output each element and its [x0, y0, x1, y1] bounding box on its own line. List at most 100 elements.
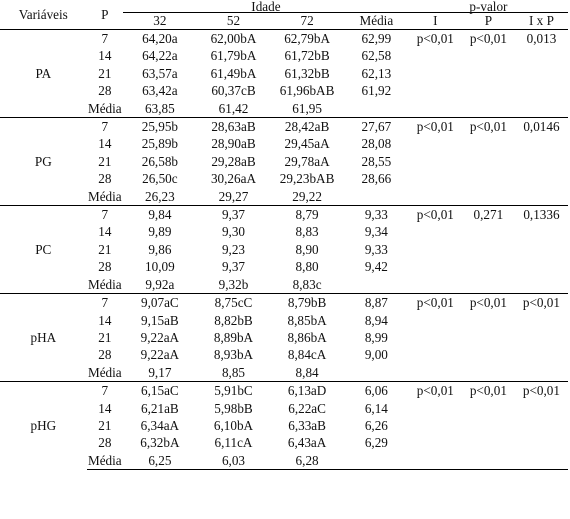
value-cell: 9,23 [221, 241, 246, 257]
mean-cell: 9,00 [364, 347, 388, 363]
value-cell: 8,86bA [287, 329, 327, 345]
table-row: 14 9,89 9,30 8,83 9,34 [0, 223, 568, 240]
mean-cell: 28,55 [361, 153, 392, 169]
header-row-2: 32 52 72 Média I P I x P [0, 12, 568, 30]
pvalue-cell: p<0,01 [514, 293, 568, 312]
value-cell: 62,79bA [284, 31, 330, 46]
value-cell: 6,32bA [140, 435, 180, 451]
period-cell: 28 [98, 171, 112, 187]
mean-cell: 61,92 [361, 83, 392, 99]
value-cell: 9,92a [145, 276, 175, 292]
table-row: Média 6,25 6,03 6,28 [0, 451, 568, 471]
pvalue-cell: 0,271 [461, 205, 515, 224]
pvalue-cell: p<0,01 [514, 381, 568, 400]
pvalue-cell: p<0,01 [408, 205, 462, 224]
value-cell: 63,42a [142, 83, 178, 99]
table-row: Média 9,17 8,85 8,84 [0, 364, 568, 382]
value-cell: 9,07aC [123, 293, 197, 312]
value-cell: 6,15aC [123, 381, 197, 400]
value-cell: 6,21aB [141, 400, 179, 416]
value-cell: 6,25 [123, 451, 197, 471]
period-cell: 28 [98, 83, 112, 99]
value-cell: 26,50c [142, 171, 178, 187]
table-row: 21 9,86 9,23 8,90 9,33 [0, 241, 568, 258]
value-cell: 28,90aB [211, 136, 256, 152]
value-cell: 29,23bAB [279, 171, 335, 187]
mean-cell [344, 100, 409, 118]
period-cell: 14 [98, 400, 112, 416]
value-cell: 61,72bB [284, 48, 330, 64]
mean-cell: 6,29 [364, 435, 388, 451]
mean-cell [344, 276, 409, 294]
period-cell: 7 [101, 31, 109, 46]
value-cell: 63,85 [145, 100, 175, 116]
table-row: pHG 7 6,15aC 5,91bC 6,13aD 6,06 p<0,01 p<0,01 p<… [0, 381, 568, 470]
value-cell: 26,23 [145, 188, 175, 204]
table-header: Variáveis P Idade p-valor 32 52 72 Média… [0, 0, 568, 30]
pvalue-cell: p<0,01 [461, 117, 515, 136]
value-cell: 62,00bA [210, 31, 257, 46]
col-age-52: 52 [196, 12, 271, 30]
value-cell: 9,84 [123, 205, 197, 224]
mean-cell: 62,99 [361, 31, 392, 46]
value-cell: 25,89b [141, 136, 178, 152]
pvalue-cell: p<0,01 [461, 293, 515, 312]
value-cell: 28,63aB [196, 117, 271, 136]
value-cell: 61,42 [218, 100, 249, 116]
mean-cell: 9,33 [364, 241, 388, 257]
value-cell: 8,79bB [270, 293, 344, 312]
mean-cell: 62,13 [361, 65, 392, 81]
value-cell: 63,57a [142, 65, 178, 81]
value-cell: 8,75cC [196, 293, 271, 312]
mean-cell [344, 188, 409, 206]
mean-cell: 6,26 [364, 417, 388, 433]
value-cell: 9,86 [148, 241, 172, 257]
col-pvalor: p-valor [408, 0, 568, 13]
value-cell: 6,10bA [213, 417, 254, 433]
empty-cell [409, 258, 568, 275]
mean-cell: 27,67 [343, 117, 409, 136]
table-body: PA 7 64,20a 62,00bA 62,79bA 62,99 p<0,01 p<0,01… [0, 30, 568, 471]
table-row: Média 63,85 61,42 61,95 [0, 100, 568, 118]
period-cell: Média [86, 451, 124, 471]
period-cell: Média [87, 364, 122, 380]
pvalue-cell: p<0,01 [408, 381, 462, 400]
value-cell: 8,89bA [213, 329, 254, 345]
period-cell: 14 [98, 48, 112, 64]
value-cell: 61,49bA [210, 65, 257, 81]
value-cell: 6,22aC [288, 400, 326, 416]
mean-cell: 9,34 [364, 224, 388, 240]
empty-cell [409, 417, 568, 434]
period-cell: 28 [98, 435, 112, 451]
mean-cell: 9,33 [343, 205, 409, 224]
value-cell: 6,11cA [214, 435, 253, 451]
header-row-1: Variáveis P Idade p-valor [0, 0, 568, 30]
value-cell: 61,32bB [284, 65, 330, 81]
mean-cell: 62,58 [361, 48, 392, 64]
value-cell: 8,90 [295, 241, 319, 257]
col-pv-i: I [408, 12, 462, 30]
mean-cell: 28,08 [361, 136, 392, 152]
value-cell: 26,58b [141, 153, 178, 169]
empty-cell [409, 312, 568, 329]
empty-cell [409, 241, 568, 258]
period-cell: 28 [98, 259, 112, 275]
table-row: 21 6,34aA 6,10bA 6,33aB 6,26 [0, 417, 568, 434]
table-row: 28 63,42a 60,37cB 61,96bAB 61,92 [0, 82, 568, 99]
empty-cell [409, 329, 568, 346]
mean-cell: 28,66 [361, 171, 392, 187]
col-age-72: 72 [270, 12, 344, 30]
empty-cell [409, 276, 568, 294]
pvalue-cell: p<0,01 [416, 31, 454, 46]
pvalue-cell: p<0,01 [461, 381, 515, 400]
value-cell: 29,22 [292, 188, 322, 204]
table-row: pHA 7 9,07aC 8,75cC 8,79bB 8,87 p<0,01 p<0,01 p<… [0, 293, 568, 382]
pvalue-cell: p<0,01 [469, 31, 507, 46]
value-cell: 9,37 [196, 205, 271, 224]
empty-cell [409, 100, 568, 118]
variable-name: PC [0, 205, 87, 294]
value-cell: 8,84cA [287, 347, 327, 363]
variable-name: pHG [0, 381, 87, 470]
value-cell: 6,03 [196, 451, 271, 471]
